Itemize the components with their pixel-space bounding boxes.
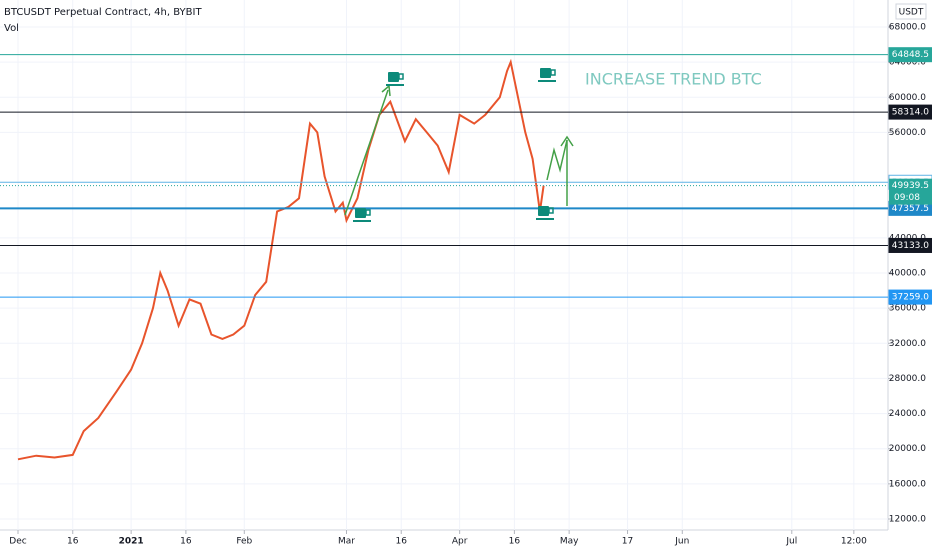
- cup-icon: [538, 68, 556, 82]
- y-tick-label: 36000.0: [889, 304, 926, 314]
- level-label-box: [888, 237, 932, 253]
- indicator-name: Vol: [4, 23, 19, 34]
- level-label-box: [888, 104, 932, 120]
- level-label: 58314.0: [892, 108, 929, 118]
- y-tick-label: 20000.0: [889, 444, 926, 454]
- x-tick-label: Jul: [785, 537, 797, 547]
- y-tick-label: 60000.0: [889, 93, 926, 103]
- x-tick-label: Dec: [9, 537, 26, 547]
- level-label: 47357.5: [892, 204, 929, 214]
- chart-title: BTCUSDT Perpetual Contract, 4h, BYBIT: [4, 7, 202, 18]
- countdown: 09:08: [894, 193, 920, 203]
- y-tick-label: 32000.0: [889, 339, 926, 349]
- y-tick-label: 28000.0: [889, 374, 926, 384]
- arrow-line: [344, 89, 389, 216]
- cup-icon: [536, 206, 554, 220]
- x-tick-label: Apr: [452, 537, 468, 547]
- cup-icon: [386, 72, 404, 86]
- x-tick-label: 16: [67, 537, 79, 547]
- y-tick-label: 40000.0: [889, 268, 926, 278]
- arrows: [344, 84, 574, 216]
- cup-icon: [353, 208, 371, 222]
- price-line: [17, 58, 545, 461]
- plot: [0, 0, 888, 530]
- level-label: 43133.0: [892, 241, 929, 251]
- y-tick-label: 68000.0: [889, 22, 926, 32]
- last-price-label: 49939.5: [892, 181, 929, 191]
- x-tick-label: 2021: [119, 537, 144, 547]
- level-label-box: [888, 47, 932, 63]
- y-tick-label: 16000.0: [889, 479, 926, 489]
- x-tick-label: 16: [396, 537, 408, 547]
- arrow-head: [560, 135, 574, 147]
- level-label-box: [888, 289, 932, 305]
- x-tick-label: 12:00: [841, 537, 867, 547]
- y-tick-label: 24000.0: [889, 409, 926, 419]
- x-tick-label: Feb: [236, 537, 252, 547]
- x-tick-label: 17: [622, 537, 633, 547]
- y-tick-label: 64000.0: [889, 58, 926, 68]
- arrow-zigzag: [546, 139, 568, 181]
- x-tick-label: Mar: [338, 537, 355, 547]
- y-tick-label: 12000.0: [889, 515, 926, 525]
- level-label: 37259.0: [892, 293, 929, 303]
- coffee-icons: [353, 68, 556, 222]
- x-tick-label: May: [560, 537, 579, 547]
- annotation: INCREASE TREND BTC: [585, 70, 762, 89]
- level-label: 64848.5: [892, 50, 929, 60]
- currency: USDT: [899, 8, 924, 18]
- x-tick-label: Jun: [674, 537, 689, 547]
- x-tick-label: 16: [180, 537, 192, 547]
- currency-box[interactable]: [895, 3, 927, 20]
- y-tick-label: 56000.0: [889, 128, 926, 138]
- x-tick-label: 16: [509, 537, 521, 547]
- last-price-box: [889, 178, 932, 205]
